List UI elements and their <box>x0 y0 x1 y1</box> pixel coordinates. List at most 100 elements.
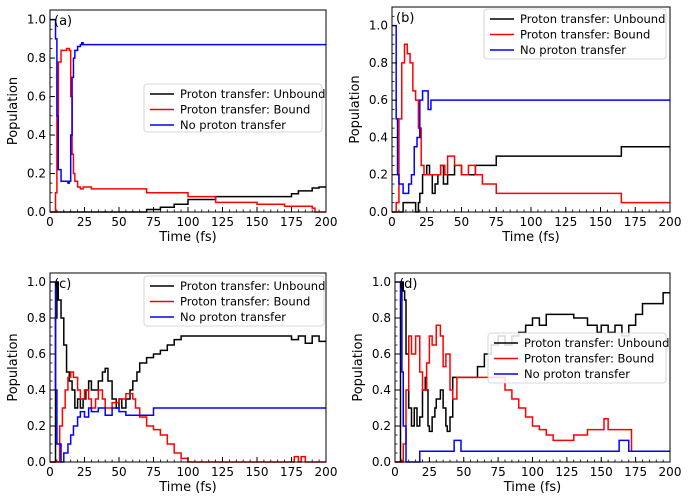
panel-label: (d) <box>399 277 417 292</box>
x-tick-label: 100 <box>177 215 200 229</box>
x-tick-label: 200 <box>315 465 338 479</box>
chart-panel-2: 0 25 50 75 100 125 150 175 200 0.0 0.2 0.4 0.6 0.8 1.0… <box>348 6 682 245</box>
legend-box <box>487 332 667 384</box>
x-tick-label: 125 <box>555 465 578 479</box>
y-tick-label: 1.0 <box>372 275 391 289</box>
x-tick-label: 150 <box>246 215 269 229</box>
legend-entry: No proton transfer <box>180 310 286 324</box>
y-axis-title: Population <box>348 75 363 143</box>
x-tick-label: 150 <box>590 465 613 479</box>
y-tick-label: 0.4 <box>27 383 46 397</box>
y-tick-label: 0.2 <box>27 167 46 181</box>
x-tick-label: 50 <box>454 215 469 229</box>
x-axis-title: Time (fs) <box>501 230 559 245</box>
x-axis-title: Time (fs) <box>158 230 216 245</box>
legend-box <box>143 275 325 327</box>
legend: Proton transfer: Unbound Proton transfer:… <box>143 83 325 133</box>
y-tick-label: 0.8 <box>27 311 46 325</box>
x-tick-label: 50 <box>111 465 126 479</box>
y-tick-label: 0.0 <box>372 455 391 469</box>
legend: Proton transfer: Unbound Proton transfer:… <box>487 332 669 384</box>
panel-label: (a) <box>54 14 72 29</box>
x-axis-title: Time (fs) <box>503 480 561 495</box>
x-tick-label: 0 <box>46 215 54 229</box>
y-tick-label: 0.8 <box>27 51 46 65</box>
x-tick-label: 100 <box>521 465 544 479</box>
panel-label: (b) <box>396 11 414 26</box>
y-tick-label: 0.6 <box>27 90 46 104</box>
legend-entry: No proton transfer <box>180 118 286 132</box>
series-line-no-proton-transfer <box>395 281 670 463</box>
y-tick-label: 0.4 <box>372 383 391 397</box>
series-line-proton-transfer-bound <box>395 324 670 463</box>
legend-entry: Proton transfer: Unbound <box>180 87 325 101</box>
y-axis-title: Population <box>351 333 366 401</box>
y-tick-label: 0.2 <box>372 419 391 433</box>
x-tick-label: 175 <box>624 215 647 229</box>
legend-entry: Proton transfer: Unbound <box>520 12 665 26</box>
chart-panel-4: 0 25 50 75 100 125 150 175 200 0.0 0.2 0.4 0.6 0.8 1.0… <box>351 272 682 495</box>
x-tick-label: 200 <box>659 215 682 229</box>
series-line-no-proton-transfer <box>50 18 326 184</box>
x-tick-label: 0 <box>46 465 54 479</box>
y-tick-label: 0.0 <box>27 205 46 219</box>
series-line-no-proton-transfer <box>50 281 326 463</box>
series-line-proton-transfer-bound <box>392 43 670 213</box>
x-tick-label: 25 <box>77 465 92 479</box>
x-tick-label: 0 <box>388 215 396 229</box>
y-tick-label: 0.8 <box>369 56 388 70</box>
x-tick-label: 25 <box>419 215 434 229</box>
y-axis-title: Population <box>6 77 21 145</box>
y-tick-label: 0.6 <box>27 347 46 361</box>
x-tick-label: 175 <box>280 215 303 229</box>
legend-entry: No proton transfer <box>520 43 626 57</box>
y-tick-label: 0.8 <box>372 311 391 325</box>
chart-panel-1: 0 25 50 75 100 125 150 175 200 0.0 0.2 0.4 0.6 0.8 1.0… <box>6 9 338 245</box>
x-tick-label: 75 <box>489 215 504 229</box>
y-tick-label: 0.6 <box>372 347 391 361</box>
x-tick-label: 150 <box>589 215 612 229</box>
legend: Proton transfer: Unbound Proton transfer:… <box>143 275 325 327</box>
x-tick-label: 75 <box>146 465 161 479</box>
series-line-proton-transfer-unbound <box>50 281 326 463</box>
x-tick-label: 200 <box>659 465 682 479</box>
x-tick-label: 175 <box>280 465 303 479</box>
x-tick-label: 50 <box>111 215 126 229</box>
y-tick-label: 1.0 <box>27 13 46 27</box>
x-tick-label: 125 <box>554 215 577 229</box>
legend-entry: Proton transfer: Bound <box>520 28 650 42</box>
panel-label: (c) <box>54 277 71 292</box>
x-tick-label: 100 <box>177 465 200 479</box>
series-line-proton-transfer-bound <box>50 371 326 463</box>
legend-entry: Proton transfer: Bound <box>180 295 310 309</box>
legend-box <box>143 83 323 133</box>
y-tick-label: 0.4 <box>27 128 46 142</box>
legend-entry: Proton transfer: Unbound <box>180 279 325 293</box>
series-line-proton-transfer-bound <box>50 47 326 213</box>
legend: Proton transfer: Unbound Proton transfer:… <box>483 8 667 60</box>
x-tick-label: 50 <box>456 465 471 479</box>
x-tick-label: 0 <box>391 465 399 479</box>
x-tick-label: 175 <box>624 465 647 479</box>
legend-entry: Proton transfer: Unbound <box>524 336 669 350</box>
x-tick-label: 100 <box>520 215 543 229</box>
y-tick-label: 0.2 <box>27 419 46 433</box>
x-tick-label: 125 <box>211 215 234 229</box>
x-tick-label: 75 <box>146 215 161 229</box>
x-axis-title: Time (fs) <box>158 480 216 495</box>
y-tick-label: 0.4 <box>369 130 388 144</box>
legend-entry: No proton transfer <box>524 367 630 381</box>
x-tick-label: 75 <box>490 465 505 479</box>
series-line-proton-transfer-unbound <box>50 186 326 213</box>
x-tick-label: 25 <box>77 215 92 229</box>
series-line-no-proton-transfer <box>392 24 670 195</box>
legend-entry: Proton transfer: Bound <box>524 352 654 366</box>
y-tick-label: 0.0 <box>369 205 388 219</box>
y-axis-title: Population <box>6 333 21 401</box>
x-tick-label: 25 <box>422 465 437 479</box>
x-tick-label: 200 <box>315 215 338 229</box>
x-tick-label: 150 <box>246 465 269 479</box>
x-tick-label: 125 <box>211 465 234 479</box>
legend-entry: Proton transfer: Bound <box>180 103 310 117</box>
